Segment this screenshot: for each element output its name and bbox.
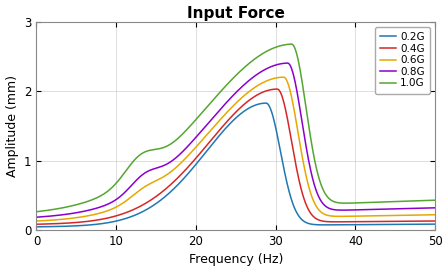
0.6G [34, 220, 39, 223]
0.8G [382, 208, 387, 211]
0.8G [425, 206, 430, 210]
0.4G [204, 144, 209, 147]
0.8G [285, 61, 290, 65]
Line: 0.2G: 0.2G [36, 103, 435, 227]
1.0G [103, 191, 108, 194]
Line: 0.4G: 0.4G [36, 89, 435, 224]
1.0G [382, 200, 387, 203]
1.0G [425, 199, 430, 202]
0.4G [79, 220, 85, 224]
0.8G [432, 206, 438, 209]
Line: 0.6G: 0.6G [36, 77, 435, 221]
0.2G [432, 222, 438, 226]
0.2G [187, 171, 192, 174]
0.4G [274, 87, 280, 91]
0.4G [425, 220, 430, 223]
0.6G [187, 153, 192, 156]
0.2G [425, 222, 430, 226]
1.0G [204, 106, 209, 109]
0.2G [34, 225, 39, 228]
Legend: 0.2G, 0.4G, 0.6G, 0.8G, 1.0G: 0.2G, 0.4G, 0.6G, 0.8G, 1.0G [375, 27, 430, 94]
0.8G [103, 203, 108, 207]
0.4G [103, 217, 108, 220]
1.0G [432, 199, 438, 202]
Line: 0.8G: 0.8G [36, 63, 435, 217]
1.0G [79, 202, 85, 205]
0.6G [382, 214, 387, 217]
X-axis label: Frequency (Hz): Frequency (Hz) [189, 254, 283, 267]
Line: 1.0G: 1.0G [36, 44, 435, 212]
0.2G [103, 221, 108, 225]
1.0G [289, 42, 294, 46]
0.2G [204, 150, 209, 153]
0.2G [79, 224, 85, 227]
0.6G [425, 213, 430, 217]
0.6G [79, 215, 85, 218]
1.0G [34, 210, 39, 213]
0.6G [281, 76, 286, 79]
0.4G [432, 220, 438, 223]
0.4G [34, 222, 39, 226]
0.8G [204, 123, 209, 127]
0.8G [79, 210, 85, 213]
0.6G [432, 213, 438, 217]
0.8G [187, 143, 192, 146]
0.2G [382, 223, 387, 226]
0.6G [103, 210, 108, 213]
0.8G [34, 215, 39, 219]
Y-axis label: Amplitude (mm): Amplitude (mm) [5, 75, 18, 177]
0.2G [263, 101, 268, 105]
0.4G [187, 164, 192, 167]
1.0G [187, 125, 192, 129]
0.6G [204, 134, 209, 137]
0.4G [382, 220, 387, 223]
Title: Input Force: Input Force [187, 5, 285, 21]
